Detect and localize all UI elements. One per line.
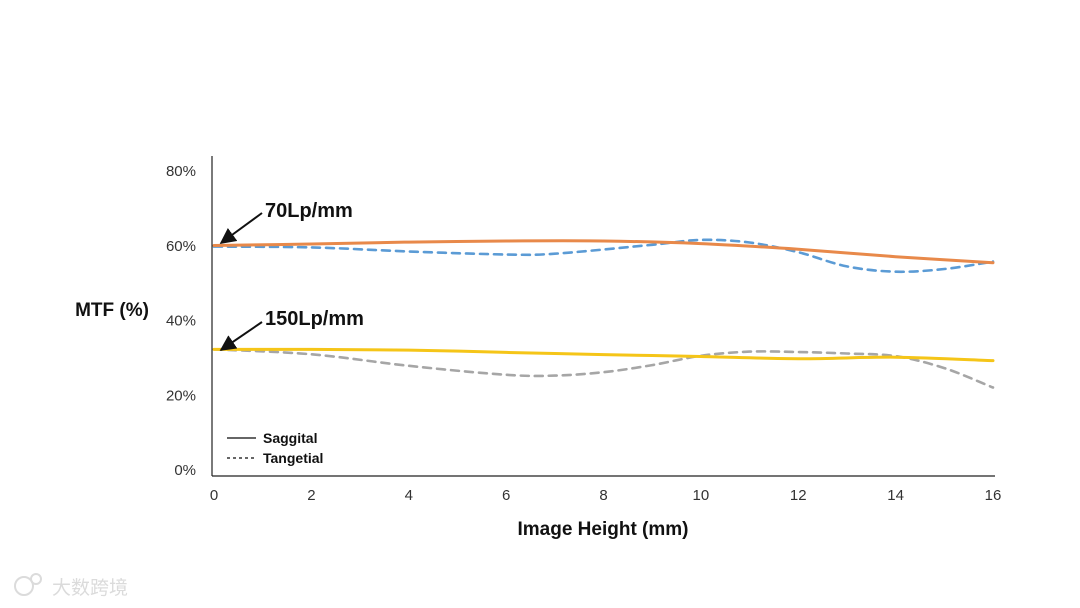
y-tick-label: 60% xyxy=(166,238,196,255)
watermark-logo-dot-icon xyxy=(30,573,42,585)
y-tick-label: 80% xyxy=(166,163,196,180)
series-line-3 xyxy=(212,348,995,389)
x-tick-label: 10 xyxy=(693,487,710,504)
x-tick-label: 8 xyxy=(599,487,607,504)
legend-tangetial-label: Tangetial xyxy=(263,450,323,466)
y-tick-label: 0% xyxy=(174,462,196,479)
series-layer xyxy=(212,238,995,389)
x-tick-label: 2 xyxy=(307,487,315,504)
x-tick-label: 6 xyxy=(502,487,510,504)
x-tick-label: 16 xyxy=(985,487,1002,504)
annotation-arrow-70 xyxy=(219,212,263,244)
y-tick-label: 20% xyxy=(166,387,196,404)
x-axis-ticks: 0 2 4 6 8 10 12 14 16 xyxy=(210,487,1002,504)
x-tick-label: 14 xyxy=(887,487,904,504)
watermark-text: 大数跨境 xyxy=(52,577,128,599)
y-axis-ticks: 0% 20% 40% 60% 80% xyxy=(166,163,196,479)
annotation-70lp: 70Lp/mm xyxy=(265,200,353,222)
legend: Saggital Tangetial xyxy=(227,430,323,466)
series-line-2 xyxy=(212,347,995,363)
y-axis-label: MTF (%) xyxy=(75,300,149,321)
annotation-arrow-150 xyxy=(219,321,263,351)
x-tick-label: 12 xyxy=(790,487,807,504)
x-tick-label: 4 xyxy=(405,487,413,504)
legend-saggital-label: Saggital xyxy=(263,430,317,446)
y-tick-label: 40% xyxy=(166,313,196,330)
x-axis-label: Image Height (mm) xyxy=(517,519,688,540)
x-tick-label: 0 xyxy=(210,487,218,504)
series-line-0 xyxy=(212,239,995,265)
watermark: 大数跨境 xyxy=(14,573,128,599)
watermark-logo-icon xyxy=(14,576,34,596)
annotation-150lp: 150Lp/mm xyxy=(265,308,364,330)
